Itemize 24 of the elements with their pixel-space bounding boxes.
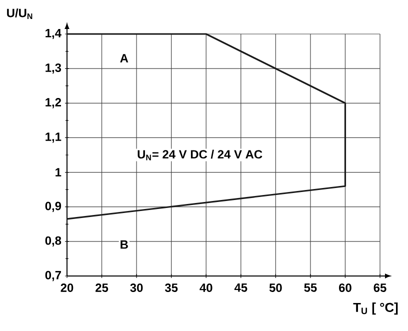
y-tick-label: 1,3 xyxy=(46,63,62,74)
x-tick-label: 35 xyxy=(164,284,178,292)
annotation: A xyxy=(120,54,128,62)
annotation: U$_{N}$= 24 V DC / 24 V AC xyxy=(138,150,262,160)
x-tick-label: 45 xyxy=(234,284,248,292)
x-tick-label: 25 xyxy=(96,284,108,292)
y-tick-label: 1,2 xyxy=(46,98,62,108)
x-tick-label: 50 xyxy=(269,284,282,292)
x-tick-label: 40 xyxy=(200,284,212,292)
line-series xyxy=(66,33,346,220)
x-tick-label: 30 xyxy=(130,284,143,292)
y-tick-label: 0,8 xyxy=(45,236,62,247)
y-tick-label: 1 xyxy=(56,168,62,176)
y-axis-title: U/U$_{N}$ xyxy=(7,8,32,19)
x-tick-label: 20 xyxy=(60,284,74,292)
x-tick-label: 65 xyxy=(374,284,386,292)
y-tick-label: 0,7 xyxy=(45,270,61,282)
x-tick-label: 60 xyxy=(339,284,352,292)
x-axis-title: T$_{U}$ [ °C] xyxy=(353,302,398,315)
y-tick-label: 1,4 xyxy=(46,28,62,40)
y-tick-label: 0,9 xyxy=(45,202,62,212)
x-tick-label: 55 xyxy=(304,284,317,292)
annotation: B xyxy=(120,240,128,249)
y-tick-label: 1,1 xyxy=(46,132,62,143)
